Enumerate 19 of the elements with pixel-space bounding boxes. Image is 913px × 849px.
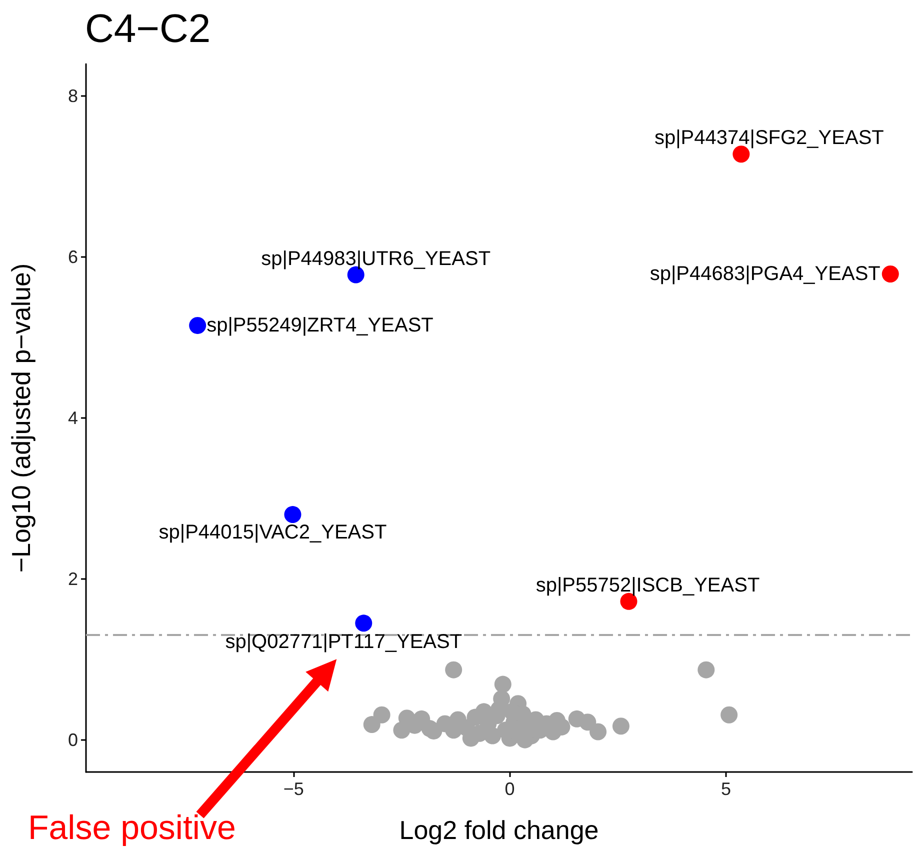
annotation: sp|P44983|UTR6_YEAST [261, 248, 491, 270]
y-tick-label: 4 [68, 408, 78, 428]
annotation: sp|P55249|ZRT4_YEAST [206, 314, 434, 336]
text: False positive [28, 809, 236, 847]
y-tick-label: 0 [68, 730, 78, 750]
annotation: sp|P44374|SFG2_YEAST [654, 127, 884, 150]
x-tick-label: 0 [504, 779, 515, 799]
chart-title: C4−C2 [85, 7, 211, 51]
y-tick-label: 6 [68, 247, 78, 268]
annotation: sp|P44683|PGA4_YEAST [650, 262, 880, 285]
y-tick-label: 2 [68, 568, 78, 589]
annotation: sp|P55752|ISCB_YEAST [536, 574, 760, 596]
x-tick-label: 5 [721, 779, 732, 799]
x-axis-title: Log2 fold change [399, 815, 599, 845]
y-tick-label: 8 [68, 86, 78, 106]
y-axis-title: −Log10 (adjusted p−value) [6, 263, 36, 573]
x-tick-label: −5 [283, 779, 304, 799]
annotation: sp|P44015|VAC2_YEAST [158, 522, 387, 544]
annotation: sp|Q02771|PT117_YEAST [225, 631, 462, 654]
